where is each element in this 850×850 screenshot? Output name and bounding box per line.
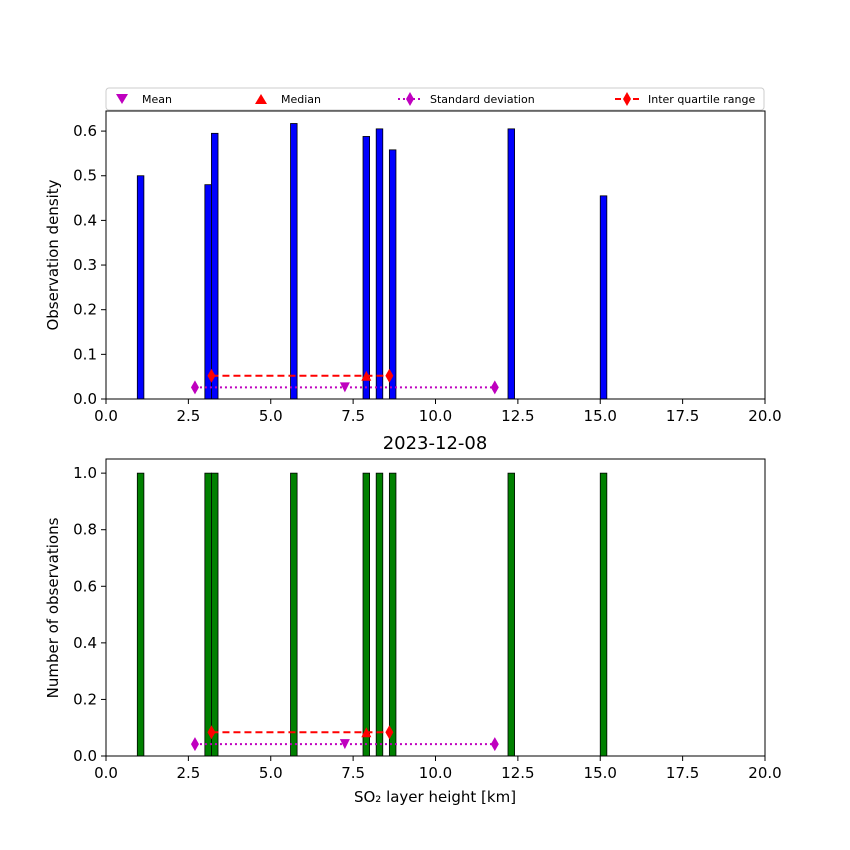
mean-marker-icon — [116, 94, 128, 104]
x-tick-label: 5.0 — [259, 764, 283, 782]
x-tick-label: 17.5 — [666, 764, 699, 782]
x-tick-label: 2.5 — [176, 407, 200, 425]
std-deviation-marker — [490, 380, 499, 395]
y-tick-label: 0.6 — [73, 122, 97, 140]
iqr-diamond-icon — [623, 92, 631, 106]
x-tick-label: 2.5 — [176, 764, 200, 782]
median-marker — [361, 727, 372, 738]
y-tick-label: 0.1 — [73, 345, 97, 363]
legend-label-iqr: Inter quartile range — [648, 93, 755, 106]
std-deviation-marker — [490, 737, 499, 752]
iqr-marker — [385, 368, 394, 383]
density-histogram-panel: 0.0 2.5 5.0 7.5 10.0 12.5 15.0 17.5 20.0 0.0 0.1 0.… — [73, 110, 782, 425]
legend: Mean Median Standard deviation Inter qua… — [105, 87, 765, 111]
x-tick-label: 12.5 — [501, 407, 534, 425]
y-tick-label: 0.0 — [73, 747, 97, 765]
std-diamond-icon — [406, 92, 414, 106]
y-tick-label: 0.6 — [73, 577, 97, 595]
x-tick-label: 5.0 — [259, 407, 283, 425]
x-tick-label: 20.0 — [748, 764, 781, 782]
std-deviation-marker — [190, 380, 199, 395]
std-deviation-marker — [190, 737, 199, 752]
mean-marker — [339, 382, 350, 393]
histogram-bar — [599, 472, 608, 757]
legend-item-median: Median — [255, 93, 321, 106]
x-tick-label: 15.0 — [584, 764, 617, 782]
histogram-bar — [136, 175, 145, 400]
x-tick-label: 15.0 — [584, 407, 617, 425]
x-tick-label: 12.5 — [501, 764, 534, 782]
legend-label-mean: Mean — [142, 93, 172, 106]
histogram-bar — [599, 195, 608, 400]
histogram-bar — [375, 472, 384, 757]
histogram-bar — [375, 128, 384, 400]
histogram-bar — [290, 123, 298, 400]
count-histogram-panel: 0.0 2.5 5.0 7.5 10.0 12.5 15.0 17.5 20.0 0.0 0.2 0.… — [73, 458, 782, 782]
median-marker — [361, 370, 372, 381]
histogram-bar — [507, 128, 515, 400]
histogram-bar — [507, 472, 515, 757]
histogram-bar — [136, 472, 145, 757]
legend-label-std: Standard deviation — [430, 93, 535, 106]
bottom-chart-title: 2023-12-08 — [383, 433, 488, 454]
iqr-marker — [385, 725, 394, 740]
legend-frame — [105, 87, 765, 111]
histogram-bar — [362, 136, 371, 400]
y-tick-label: 0.0 — [73, 390, 97, 408]
x-tick-label: 10.0 — [419, 407, 452, 425]
bottom-y-axis-label: Number of observations — [44, 517, 62, 698]
x-tick-label: 20.0 — [748, 407, 781, 425]
x-tick-label: 0.0 — [94, 764, 118, 782]
y-tick-label: 0.2 — [73, 301, 97, 319]
histogram-bar — [204, 184, 212, 400]
y-tick-label: 0.3 — [73, 256, 97, 274]
iqr-marker — [207, 368, 216, 383]
y-tick-label: 0.8 — [73, 521, 97, 539]
y-tick-label: 0.4 — [73, 211, 97, 229]
mean-marker — [339, 739, 350, 750]
legend-item-std: Standard deviation — [398, 92, 535, 106]
x-tick-label: 7.5 — [341, 407, 365, 425]
y-tick-label: 0.5 — [73, 167, 97, 185]
histogram-bar — [362, 472, 371, 757]
x-tick-label: 10.0 — [419, 764, 452, 782]
y-tick-label: 1.0 — [73, 464, 97, 482]
histogram-bar — [388, 472, 397, 757]
top-y-axis-label: Observation density — [44, 179, 62, 330]
legend-item-iqr: Inter quartile range — [615, 92, 755, 106]
histogram-bar — [204, 472, 212, 757]
histogram-bar — [211, 472, 219, 757]
histogram-bar — [211, 132, 219, 400]
x-tick-label: 7.5 — [341, 764, 365, 782]
median-marker-icon — [255, 94, 267, 104]
x-tick-label: 0.0 — [94, 407, 118, 425]
histogram-bar — [290, 472, 298, 757]
bottom-x-axis-label: SO₂ layer height [km] — [354, 788, 516, 806]
legend-item-mean: Mean — [116, 93, 172, 106]
y-tick-label: 0.2 — [73, 690, 97, 708]
legend-label-median: Median — [281, 93, 321, 106]
x-tick-label: 17.5 — [666, 407, 699, 425]
histogram-bar — [388, 149, 397, 400]
iqr-marker — [207, 725, 216, 740]
y-tick-label: 0.4 — [73, 634, 97, 652]
